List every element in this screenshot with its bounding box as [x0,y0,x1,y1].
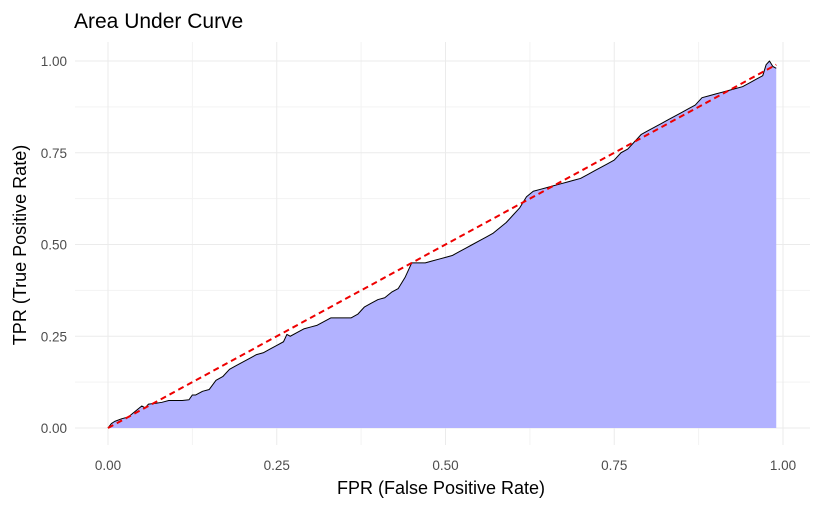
y-axis-title: TPR (True Positive Rate) [10,145,30,345]
chart-title: Area Under Curve [74,10,243,33]
x-axis-title: FPR (False Positive Rate) [337,478,545,498]
y-tick-label: 0.25 [41,329,67,344]
plot-area [107,60,777,429]
x-tick-label: 0.75 [601,458,627,473]
x-tick-label: 0.00 [95,458,121,473]
area-fill [108,61,777,428]
roc-curve-line [107,60,777,429]
y-tick-label: 0.00 [41,421,67,436]
x-tick-label: 0.50 [432,458,458,473]
y-tick-label: 0.50 [41,238,67,253]
axes: 0.00 0.25 0.50 0.75 1.00 0.00 0.25 0.50 0.75 1.00 [41,54,796,473]
y-tick-label: 1.00 [41,54,67,69]
diagonal-reference-line [107,63,777,429]
x-tick-label: 0.25 [264,458,290,473]
x-tick-label: 1.00 [770,458,796,473]
y-tick-label: 0.75 [41,146,67,161]
